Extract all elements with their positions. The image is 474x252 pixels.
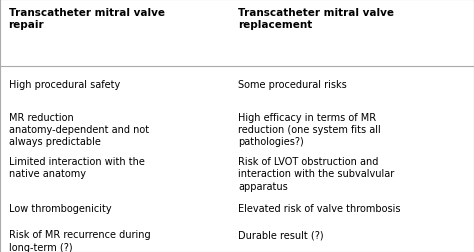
Text: Some procedural risks: Some procedural risks [238, 79, 347, 89]
Text: High procedural safety: High procedural safety [9, 79, 120, 89]
Text: MR reduction
anatomy-dependent and not
always predictable: MR reduction anatomy-dependent and not a… [9, 112, 149, 147]
Text: Transcatheter mitral valve
repair: Transcatheter mitral valve repair [9, 8, 164, 30]
Text: Risk of MR recurrence during
long-term (?): Risk of MR recurrence during long-term (… [9, 229, 150, 252]
Text: High efficacy in terms of MR
reduction (one system fits all
pathologies?): High efficacy in terms of MR reduction (… [238, 112, 381, 147]
Text: Risk of LVOT obstruction and
interaction with the subvalvular
apparatus: Risk of LVOT obstruction and interaction… [238, 156, 395, 191]
Text: Durable result (?): Durable result (?) [238, 229, 324, 239]
Text: Limited interaction with the
native anatomy: Limited interaction with the native anat… [9, 156, 145, 179]
Text: Elevated risk of valve thrombosis: Elevated risk of valve thrombosis [238, 203, 401, 213]
Text: Transcatheter mitral valve
replacement: Transcatheter mitral valve replacement [238, 8, 394, 30]
Text: Low thrombogenicity: Low thrombogenicity [9, 203, 111, 213]
